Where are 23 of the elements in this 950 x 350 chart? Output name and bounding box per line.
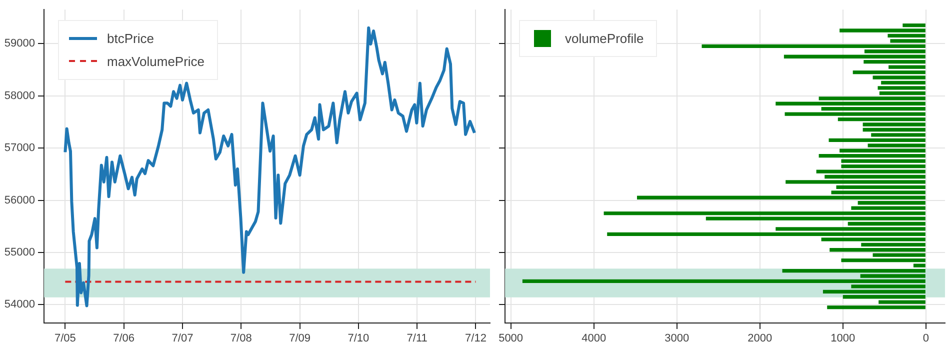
x-tick-label: 7/12 — [465, 332, 486, 345]
x-tick-label: 4000 — [582, 332, 606, 345]
x-tick-label: 2000 — [748, 332, 772, 345]
y-tick-label: 55000 — [4, 246, 35, 259]
x-tick-label: 7/05 — [54, 332, 76, 345]
x-tick-label: 0 — [922, 332, 929, 345]
x-tick-label: 7/07 — [172, 332, 194, 345]
x-tick-label: 5000 — [498, 332, 524, 345]
x-tick-label: 7/11 — [406, 332, 428, 345]
legend-label: maxVolumePrice — [107, 54, 205, 69]
x-tick-label: 7/09 — [289, 332, 310, 345]
x-tick-label: 1000 — [830, 332, 856, 345]
y-tick-label: 56000 — [4, 194, 35, 206]
y-tick-label: 54000 — [4, 298, 35, 311]
y-tick-label: 59000 — [4, 38, 35, 50]
x-tick-label: 3000 — [664, 332, 690, 345]
legend-label: volumeProfile — [565, 30, 644, 46]
y-tick-label: 57000 — [4, 142, 35, 154]
x-tick-label: 7/06 — [113, 332, 135, 345]
x-tick-label: 7/10 — [348, 332, 370, 345]
y-tick-label: 58000 — [4, 90, 35, 102]
x-tick-label: 7/08 — [230, 332, 252, 345]
legend-label: btcPrice — [107, 30, 154, 46]
